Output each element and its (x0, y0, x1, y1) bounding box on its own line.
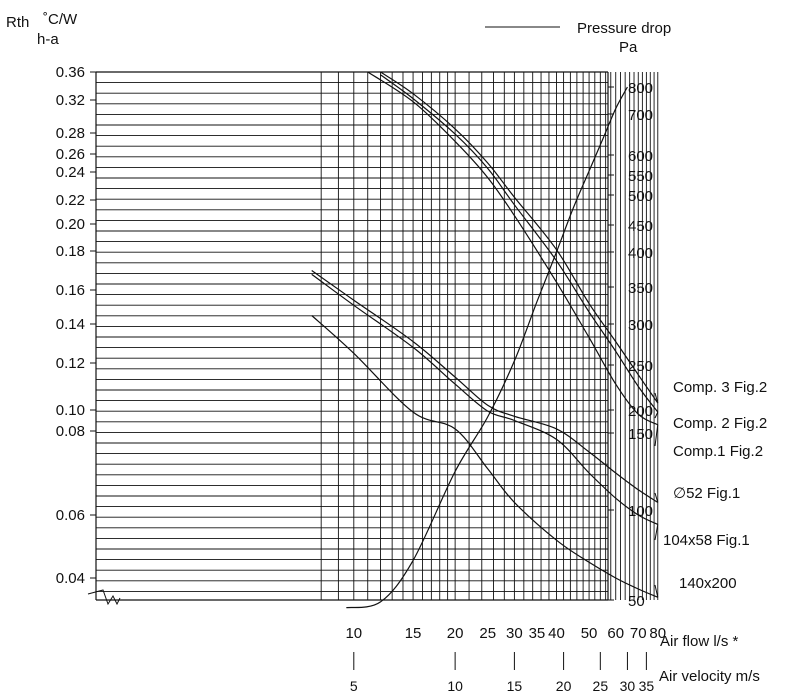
x-tick-label: 15 (405, 625, 422, 642)
velocity-tick-label: 10 (447, 678, 463, 693)
velocity-tick-label: 5 (350, 678, 358, 693)
callout-leader (654, 524, 659, 541)
velocity-tick-label: 25 (593, 678, 609, 693)
left-axis-label: Rth (6, 14, 29, 31)
left-tick-label: 0.20 (56, 216, 85, 233)
series-line-104x58-fig-1 (311, 273, 659, 525)
right-axis-label: Pressure drop (577, 20, 671, 37)
left-tick-label: 0.36 (56, 64, 85, 81)
series-label: ∅52 Fig.1 (673, 485, 740, 502)
velocity-tick-label: 35 (639, 678, 655, 693)
left-tick-label: 0.10 (56, 402, 85, 419)
x-tick-label: 40 (548, 625, 565, 642)
right-tick-label: 500 (628, 188, 653, 205)
left-tick-label: 0.24 (56, 164, 85, 181)
right-tick-label: 50 (628, 593, 645, 610)
x-tick-label: 35 (529, 625, 546, 642)
right-tick-label: 600 (628, 148, 653, 165)
series-label: Comp. 3 Fig.2 (673, 379, 767, 396)
series-line-comp-3-fig-2 (380, 71, 659, 404)
left-tick-label: 0.22 (56, 192, 85, 209)
x-tick-label: 30 (506, 625, 523, 642)
callout-leader (654, 492, 659, 503)
series-line-pressure-drop (346, 86, 628, 609)
x-axis-flow-label: Air flow l/s * (660, 633, 739, 650)
x-tick-label: 80 (649, 625, 666, 642)
x-tick-label: 60 (607, 625, 624, 642)
left-tick-label: 0.32 (56, 92, 85, 109)
right-tick-label: 200 (628, 403, 653, 420)
left-tick-label: 0.04 (56, 570, 85, 587)
left-axis-sublabel: h-a (37, 31, 59, 48)
velocity-tick-label: 20 (556, 678, 572, 693)
right-tick-label: 400 (628, 245, 653, 262)
left-tick-label: 0.18 (56, 243, 85, 260)
chart-series (311, 71, 659, 609)
left-tick-label: 0.12 (56, 355, 85, 372)
right-axis-unit: Pa (619, 39, 638, 56)
x-tick-label: 20 (447, 625, 464, 642)
chart-labels: 0.04 0.06 0.08 0.10 0.12 0.14 0.16 0.18 0.20 0.22… (56, 64, 767, 693)
series-label: Comp. 2 Fig.2 (673, 415, 767, 432)
right-tick-label: 700 (628, 107, 653, 124)
left-tick-label: 0.16 (56, 282, 85, 299)
right-tick-label: 250 (628, 358, 653, 375)
callout-leader (654, 411, 659, 419)
right-tick-label: 150 (628, 426, 653, 443)
right-tick-label: 100 (628, 503, 653, 520)
x-axis-velocity-label: Air velocity m/s (659, 668, 760, 685)
right-tick-label: 800 (628, 80, 653, 97)
left-tick-label: 0.26 (56, 146, 85, 163)
chart-grid (96, 71, 659, 600)
x-tick-label: 10 (345, 625, 362, 642)
left-tick-label: 0.08 (56, 423, 85, 440)
x-tick-label: 50 (581, 625, 598, 642)
series-line-140x200 (311, 315, 659, 598)
left-tick-label: 0.06 (56, 507, 85, 524)
right-tick-label: 350 (628, 280, 653, 297)
chart-frame (87, 71, 609, 606)
callout-leader (654, 392, 659, 404)
velocity-tick-label: 15 (507, 678, 523, 693)
series-line-52-fig-1 (311, 270, 659, 503)
x-tick-label: 70 (630, 625, 647, 642)
left-axis-unit: ˚C/W (43, 11, 78, 28)
x-tick-label: 25 (479, 625, 496, 642)
right-tick-label: 550 (628, 168, 653, 185)
series-line-comp-1-fig-2 (367, 71, 659, 426)
velocity-tick-label: 30 (620, 678, 636, 693)
right-tick-label: 300 (628, 317, 653, 334)
axis-break-marker (87, 589, 121, 606)
series-label: 140x200 (679, 575, 737, 592)
callout-leader (654, 424, 659, 447)
series-line-comp-2-fig-2 (380, 74, 659, 413)
right-tick-label: 450 (628, 218, 653, 235)
series-label: Comp.1 Fig.2 (673, 443, 763, 460)
left-tick-label: 0.14 (56, 316, 85, 333)
callout-leader (654, 584, 659, 598)
left-tick-label: 0.28 (56, 125, 85, 142)
series-label: 104x58 Fig.1 (663, 532, 750, 549)
